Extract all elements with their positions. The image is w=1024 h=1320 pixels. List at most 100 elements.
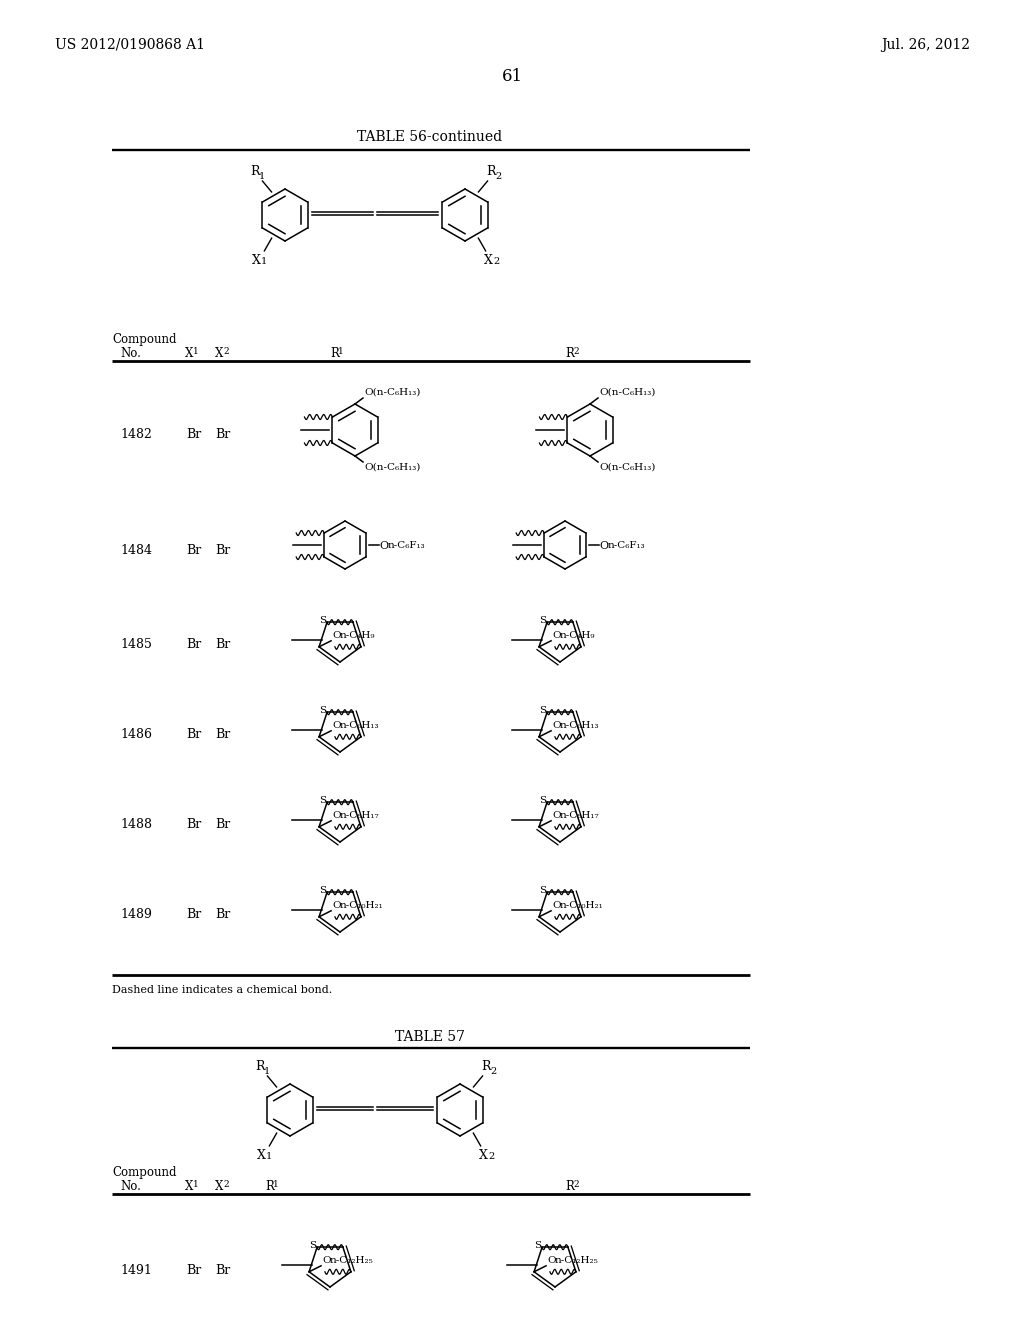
Text: Br: Br — [215, 908, 230, 921]
Text: Br: Br — [186, 908, 202, 921]
Text: Br: Br — [186, 639, 202, 652]
Text: S: S — [319, 886, 327, 895]
Text: S: S — [540, 615, 547, 624]
Text: Compound: Compound — [112, 333, 176, 346]
Text: S: S — [319, 706, 327, 714]
Text: 1: 1 — [261, 256, 267, 265]
Text: n-C₈H₁₇: n-C₈H₁₇ — [340, 810, 380, 820]
Text: n-C₁₂H₂₅: n-C₁₂H₂₅ — [555, 1255, 599, 1265]
Text: X: X — [484, 253, 493, 267]
Text: Dashed line indicates a chemical bond.: Dashed line indicates a chemical bond. — [112, 985, 332, 995]
Text: Compound: Compound — [112, 1166, 176, 1179]
Text: 1: 1 — [193, 1180, 199, 1189]
Text: S: S — [309, 1241, 316, 1250]
Text: R: R — [565, 347, 573, 360]
Text: O: O — [599, 541, 608, 550]
Text: O: O — [552, 900, 561, 909]
Text: Br: Br — [215, 729, 230, 742]
Text: R: R — [481, 1060, 490, 1073]
Text: 2: 2 — [573, 1180, 579, 1189]
Text: Jul. 26, 2012: Jul. 26, 2012 — [881, 38, 970, 51]
Text: n-C₄H₉: n-C₄H₉ — [340, 631, 376, 640]
Text: O(n-C₆H₁₃): O(n-C₆H₁₃) — [364, 388, 421, 397]
Text: No.: No. — [120, 347, 141, 360]
Text: O: O — [323, 1255, 331, 1265]
Text: O: O — [547, 1255, 556, 1265]
Text: O: O — [332, 810, 341, 820]
Text: R: R — [565, 1180, 573, 1193]
Text: n-C₆H₁₃: n-C₆H₁₃ — [340, 721, 380, 730]
Text: 2: 2 — [488, 1151, 495, 1160]
Text: 1488: 1488 — [120, 818, 152, 832]
Text: 1: 1 — [266, 1151, 272, 1160]
Text: X: X — [185, 1180, 194, 1193]
Text: 1482: 1482 — [120, 429, 152, 441]
Text: R: R — [255, 1060, 264, 1073]
Text: No.: No. — [120, 1180, 141, 1193]
Text: n-C₁₀H₂₁: n-C₁₀H₂₁ — [560, 900, 604, 909]
Text: n-C₈H₁₇: n-C₈H₁₇ — [560, 810, 600, 820]
Text: O: O — [379, 541, 388, 550]
Text: O: O — [552, 721, 561, 730]
Text: 1: 1 — [193, 347, 199, 356]
Text: 2: 2 — [490, 1068, 497, 1077]
Text: n-C₄H₉: n-C₄H₉ — [560, 631, 596, 640]
Text: R: R — [486, 165, 496, 178]
Text: O(n-C₆H₁₃): O(n-C₆H₁₃) — [364, 463, 421, 473]
Text: 2: 2 — [495, 173, 502, 181]
Text: O(n-C₆H₁₃): O(n-C₆H₁₃) — [599, 388, 655, 397]
Text: R: R — [330, 347, 339, 360]
Text: 1485: 1485 — [120, 639, 152, 652]
Text: X: X — [257, 1148, 266, 1162]
Text: TABLE 56-continued: TABLE 56-continued — [357, 129, 503, 144]
Text: 2: 2 — [223, 1180, 228, 1189]
Text: Br: Br — [215, 544, 230, 557]
Text: US 2012/0190868 A1: US 2012/0190868 A1 — [55, 38, 205, 51]
Text: Br: Br — [215, 639, 230, 652]
Text: O: O — [552, 631, 561, 640]
Text: X: X — [252, 253, 261, 267]
Text: TABLE 57: TABLE 57 — [395, 1030, 465, 1044]
Text: Br: Br — [215, 818, 230, 832]
Text: Br: Br — [186, 818, 202, 832]
Text: S: S — [319, 615, 327, 624]
Text: 1491: 1491 — [120, 1263, 152, 1276]
Text: X: X — [215, 1180, 223, 1193]
Text: 1489: 1489 — [120, 908, 152, 921]
Text: n-C₆F₁₃: n-C₆F₁₃ — [608, 541, 645, 550]
Text: O(n-C₆H₁₃): O(n-C₆H₁₃) — [599, 463, 655, 473]
Text: O: O — [332, 900, 341, 909]
Text: 2: 2 — [223, 347, 228, 356]
Text: 1486: 1486 — [120, 729, 152, 742]
Text: O: O — [332, 721, 341, 730]
Text: Br: Br — [215, 429, 230, 441]
Text: S: S — [535, 1241, 542, 1250]
Text: 1484: 1484 — [120, 544, 152, 557]
Text: Br: Br — [186, 544, 202, 557]
Text: S: S — [319, 796, 327, 805]
Text: Br: Br — [186, 429, 202, 441]
Text: 2: 2 — [493, 256, 500, 265]
Text: R: R — [265, 1180, 273, 1193]
Text: X: X — [479, 1148, 487, 1162]
Text: 61: 61 — [502, 69, 522, 84]
Text: O: O — [332, 631, 341, 640]
Text: S: S — [540, 706, 547, 714]
Text: Br: Br — [186, 1263, 202, 1276]
Text: R: R — [250, 165, 259, 178]
Text: 1: 1 — [273, 1180, 279, 1189]
Text: S: S — [540, 886, 547, 895]
Text: n-C₁₀H₂₁: n-C₁₀H₂₁ — [340, 900, 384, 909]
Text: S: S — [540, 796, 547, 805]
Text: 1: 1 — [264, 1068, 270, 1077]
Text: 2: 2 — [573, 347, 579, 356]
Text: 1: 1 — [259, 173, 265, 181]
Text: X: X — [215, 347, 223, 360]
Text: Br: Br — [186, 729, 202, 742]
Text: n-C₁₂H₂₅: n-C₁₂H₂₅ — [330, 1255, 374, 1265]
Text: 1: 1 — [338, 347, 344, 356]
Text: n-C₆F₁₃: n-C₆F₁₃ — [388, 541, 426, 550]
Text: O: O — [552, 810, 561, 820]
Text: n-C₆H₁₃: n-C₆H₁₃ — [560, 721, 600, 730]
Text: X: X — [185, 347, 194, 360]
